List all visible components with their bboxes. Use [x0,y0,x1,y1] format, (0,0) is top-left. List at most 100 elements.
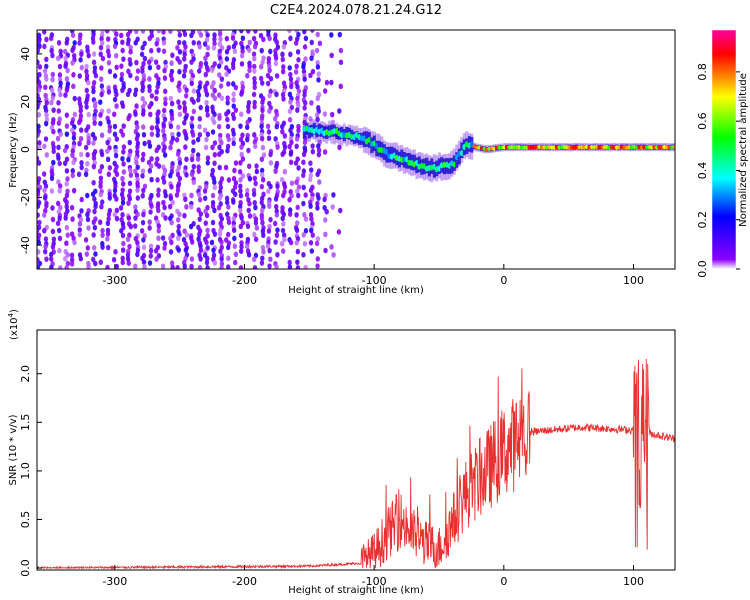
spectrogram-x-tick-label: -200 [232,274,257,287]
heatmap-noise-cell [125,40,131,47]
heatmap-noise-cell [37,79,42,86]
heatmap-noise-cell [147,225,152,231]
heatmap-noise-cell [252,99,257,106]
heatmap-noise-cell [127,152,132,159]
heatmap-noise-cell [239,111,244,118]
heatmap-noise-cell [105,236,110,242]
heatmap-noise-cell [91,163,97,170]
heatmap-noise-cell [287,30,292,34]
heatmap-noise-cell [177,59,182,65]
heatmap-noise-cell [247,67,252,74]
heatmap-noise-cell [147,87,152,94]
colorbar-label: Normalized spectral amplitude [738,73,749,227]
heatmap-noise-cell [233,251,239,258]
heatmap-noise-cell [219,239,224,245]
heatmap-noise-cell [323,231,328,238]
heatmap-noise-cell [273,239,278,245]
heatmap-noise-cell [112,211,117,218]
heatmap-noise-cell [127,180,133,187]
heatmap-noise-cell [135,251,140,258]
heatmap-noise-cell [303,192,308,198]
heatmap-noise-cell [175,187,181,194]
heatmap-noise-cell [280,248,286,254]
heatmap-noise-cell [302,30,307,35]
heatmap-noise-cell [259,199,264,206]
heatmap-noise-cell [295,204,300,211]
heatmap-noise-cell [98,112,103,118]
heatmap-noise-cell [100,227,105,234]
heatmap-noise-cell [146,59,152,65]
heatmap-noise-cell [141,237,146,243]
heatmap-noise-cell [37,160,42,166]
heatmap-noise-cell [44,256,49,262]
heatmap-noise-cell [65,188,70,195]
heatmap-noise-cell [128,44,133,51]
heatmap-noise-cell [42,187,47,194]
spectrogram-x-axis: -300 -200 -100 0 100 [102,264,644,287]
heatmap-noise-cell [162,67,167,74]
heatmap-noise-cell [155,156,160,162]
heatmap-noise-cell [259,260,265,266]
heatmap-noise-cell [279,240,285,247]
heatmap-noise-cell [288,76,294,82]
heatmap-noise-cell [275,44,281,50]
heatmap-noise-cell [238,203,243,210]
heatmap-noise-cell [64,240,69,247]
heatmap-noise-cell [106,211,112,218]
heatmap-noise-cell [105,48,111,55]
heatmap-noise-cell [125,31,131,38]
heatmap-noise-cell [92,224,98,231]
heatmap-noise-cell [282,232,287,239]
heatmap-noise-cell [281,64,286,70]
heatmap-noise-cell [86,135,91,142]
heatmap-noise-cell [210,129,216,135]
heatmap-noise-cell [148,243,154,250]
heatmap-noise-cell [156,223,161,229]
heatmap-noise-cell [149,47,154,54]
heatmap-noise-cell [56,120,62,126]
heatmap-noise-cell [294,143,299,150]
heatmap-noise-cell [70,172,75,179]
heatmap-noise-cell [135,211,140,218]
heatmap-noise-cell [148,163,154,169]
heatmap-noise-cell [71,159,76,166]
heatmap-noise-cell [37,59,40,66]
heatmap-noise-cell [37,249,41,255]
heatmap-noise-cell [191,163,196,170]
heatmap-noise-cell [239,61,245,67]
heatmap-noise-cell [205,255,210,262]
heatmap-noise-cell [163,96,168,102]
heatmap-noise-cell [64,131,70,137]
heatmap-noise-cell [50,244,56,250]
heatmap-noise-cell [302,139,308,146]
heatmap-noise-cell [63,63,68,69]
heatmap-noise-cell [314,112,320,118]
heatmap-noise-cell [135,68,141,74]
heatmap-noise-cell [188,223,194,230]
heatmap-noise-cell [49,48,54,54]
heatmap-noise-cell [231,81,236,87]
heatmap-noise-cell [233,191,238,198]
heatmap-noise-cell [261,249,266,255]
heatmap-noise-cell [259,207,265,214]
heatmap-noise-cell [240,35,246,42]
heatmap-noise-cell [37,191,41,197]
heatmap-noise-cell [205,44,211,51]
heatmap-noise-cell [149,176,154,183]
heatmap-noise-cell [189,192,194,199]
heatmap-noise-cell [198,32,204,38]
heatmap-noise-cell [316,151,322,158]
heatmap-noise-cell [78,135,84,142]
heatmap-noise-cell [181,73,187,79]
heatmap-noise-cell [50,120,56,126]
heatmap-noise-cell [338,47,344,54]
snr-y-tick-label: 2.0 [19,365,32,383]
heatmap-noise-cell [155,132,160,138]
heatmap-noise-cell [315,116,320,123]
heatmap-noise-cell [280,68,286,75]
heatmap-noise-cell [202,188,208,194]
heatmap-noise-cell [190,132,196,138]
heatmap-noise-cell [217,41,223,47]
heatmap-noise-cell [72,40,77,46]
heatmap-noise-cell [44,100,49,106]
